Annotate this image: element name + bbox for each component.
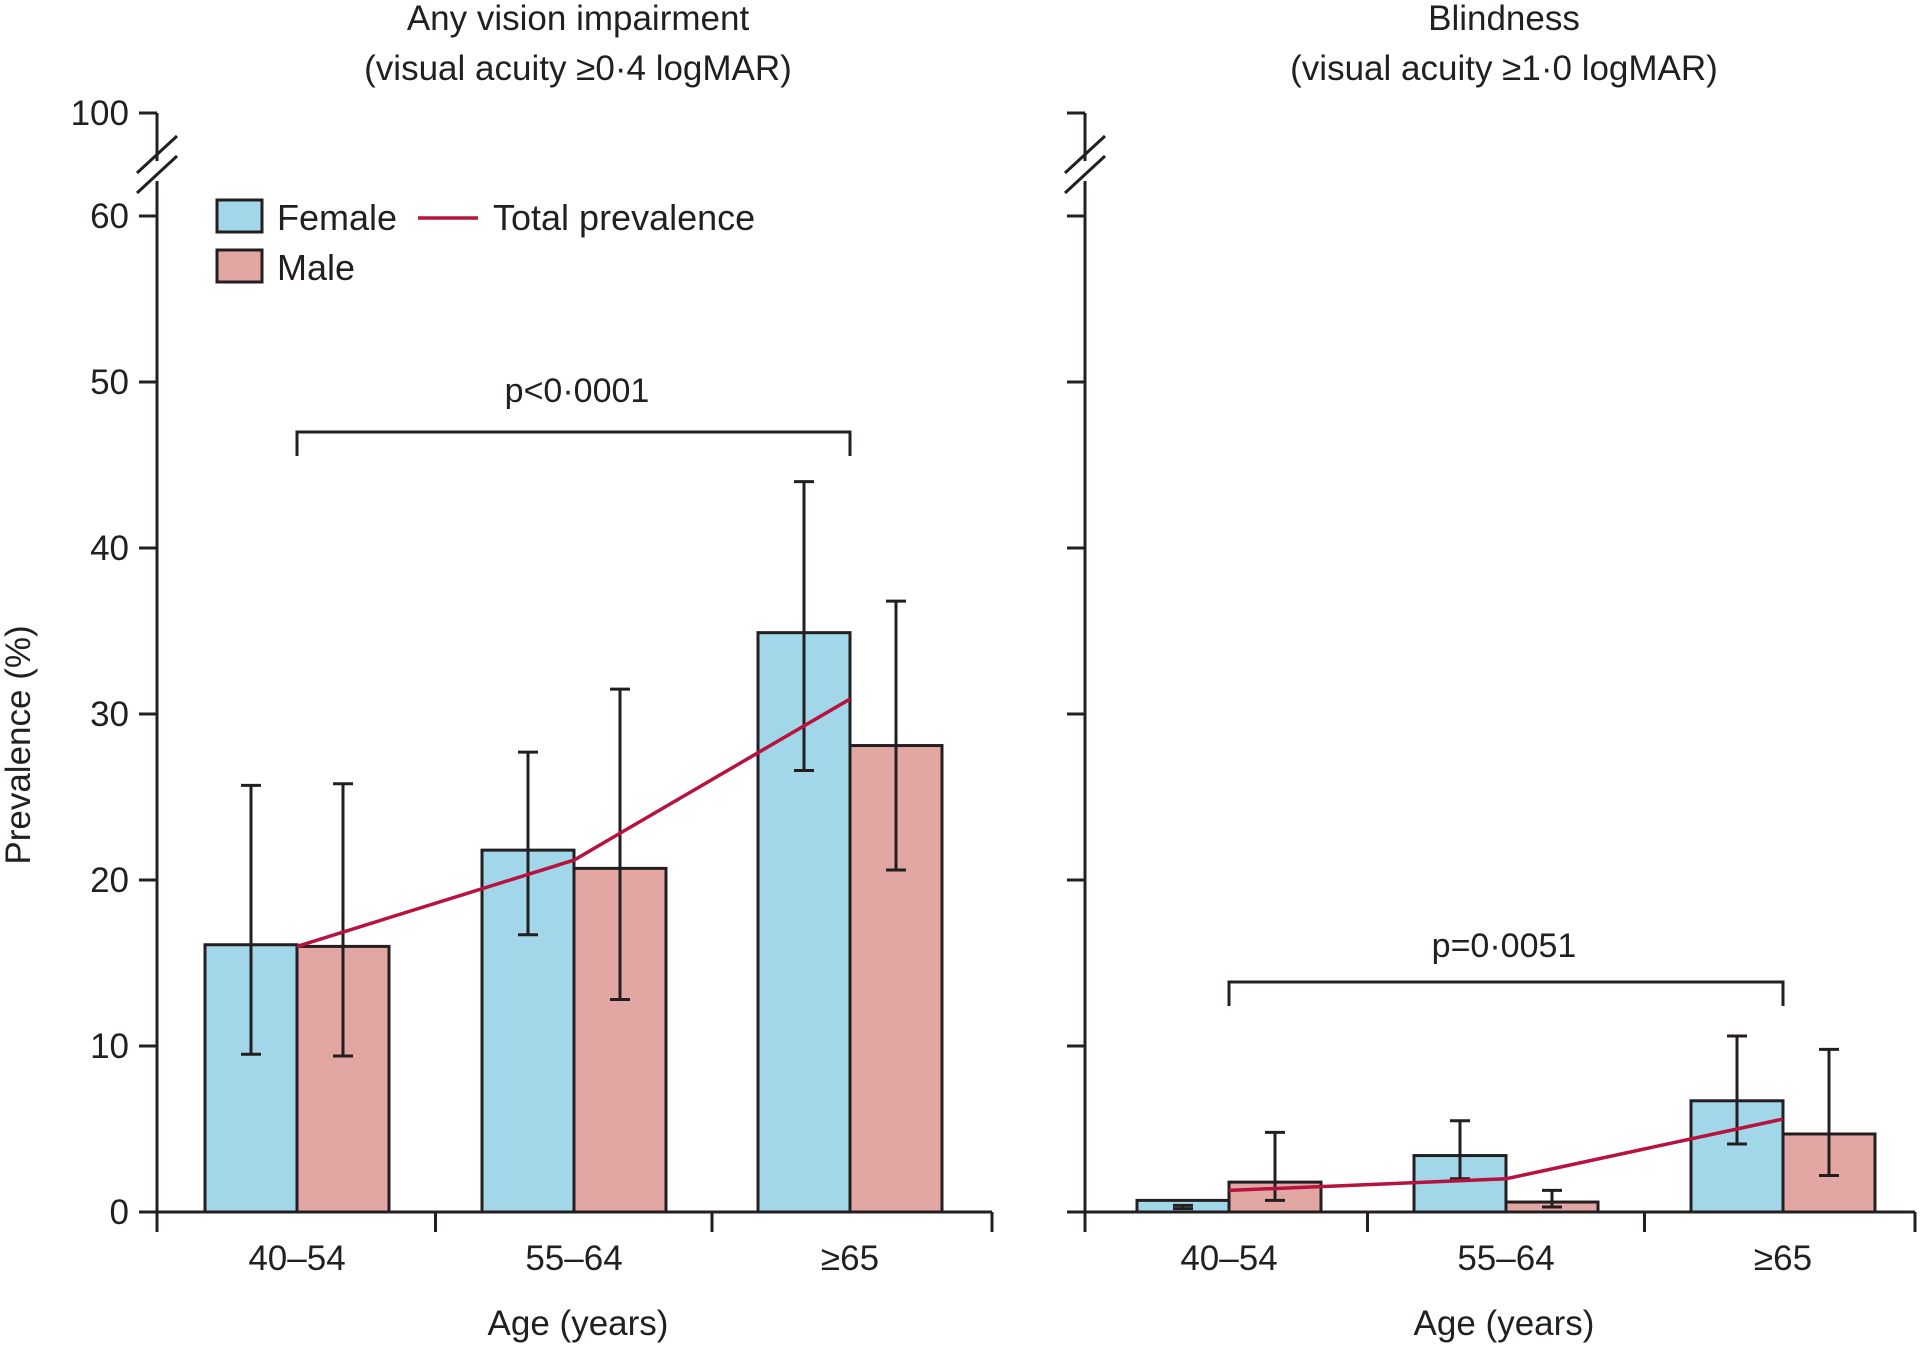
legend-male-swatch — [215, 248, 264, 284]
significance-bracket — [1227, 980, 1785, 1006]
p-value-label: p=0·0051 — [1432, 927, 1577, 965]
y-tick-label-break: 100 — [71, 94, 129, 133]
y-tick-label: 0 — [110, 1193, 129, 1232]
legend: Female Total prevalence Male — [215, 197, 755, 288]
significance-bracket — [295, 430, 852, 456]
x-tick-label: ≥65 — [1754, 1239, 1812, 1278]
plot-layer: 0 10 20 30 40 50 60 100 40–54 55–64 ≥65 — [71, 94, 994, 1278]
x-tick-label: 55–64 — [1457, 1239, 1554, 1278]
y-axis-label: Prevalence (%) — [0, 625, 38, 864]
x-axis-label: Age (years) — [1414, 1304, 1595, 1343]
axis-break-mark — [135, 154, 179, 195]
x-tick-label: ≥65 — [821, 1239, 879, 1278]
panel-subtitle: (visual acuity ≥0·4 logMAR) — [364, 49, 792, 88]
legend-female-label: Female — [277, 197, 397, 238]
axis-break-mark — [1063, 154, 1107, 195]
y-tick-label: 20 — [90, 861, 129, 900]
legend-male-label: Male — [277, 247, 355, 288]
x-tick-label: 40–54 — [1180, 1239, 1277, 1278]
total-prevalence-line — [1228, 1117, 1784, 1193]
y-tick-label: 60 — [90, 197, 129, 236]
y-tick-label: 10 — [90, 1027, 129, 1066]
plot-layer: 40–54 55–64 ≥65 — [1063, 111, 1917, 1278]
y-tick-label: 40 — [90, 529, 129, 568]
panel-title: Any vision impairment — [407, 0, 750, 38]
panel-any-vision-impairment: Any vision impairment (visual acuity ≥0·… — [71, 0, 994, 1343]
x-axis-label: Age (years) — [488, 1304, 669, 1343]
legend-female-swatch — [215, 198, 264, 234]
axis-break-mark — [1063, 134, 1107, 175]
p-value-label: p<0·0001 — [505, 372, 650, 410]
panel-blindness: Blindness (visual acuity ≥1·0 logMAR) Ag… — [1063, 0, 1917, 1343]
x-tick-label: 40–54 — [248, 1239, 345, 1278]
panel-subtitle: (visual acuity ≥1·0 logMAR) — [1290, 49, 1718, 88]
x-tick-label: 55–64 — [525, 1239, 622, 1278]
total-prevalence-line — [296, 697, 851, 949]
y-tick-label: 30 — [90, 695, 129, 734]
axis-break-mark — [135, 134, 179, 175]
panel-title: Blindness — [1428, 0, 1580, 38]
y-tick-label: 50 — [90, 363, 129, 402]
legend-total-label: Total prevalence — [493, 197, 755, 238]
